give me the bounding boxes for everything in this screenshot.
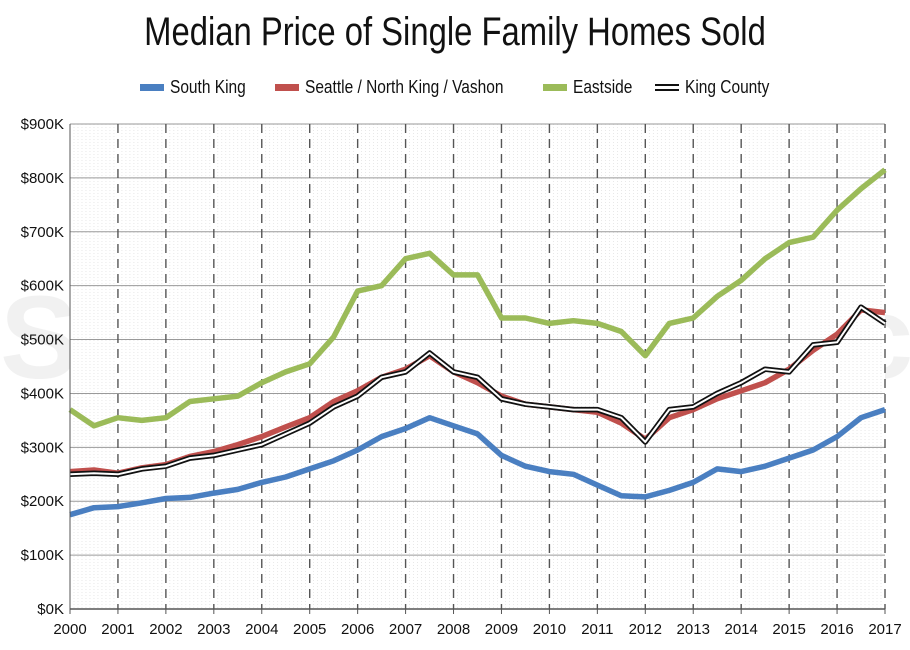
series-line-seattle-north-king-vashon: [69, 307, 886, 476]
legend-item-south-king: South King: [140, 72, 258, 102]
series-layer: [68, 167, 887, 518]
x-tick-label: 2013: [677, 621, 710, 638]
y-tick-label: $300K: [21, 439, 64, 456]
x-tick-label: 2010: [533, 621, 566, 638]
y-tick-label: $100K: [21, 547, 64, 564]
legend-item-seattle-north-king-vashon: Seattle / North King / Vashon: [275, 72, 536, 102]
legend: South King Seattle / North King / Vashon E…: [0, 72, 910, 102]
legend-swatch: [275, 83, 299, 91]
legend-label: South King: [170, 76, 246, 97]
legend-item-king-county: King County: [655, 72, 783, 102]
legend-swatch: [655, 83, 679, 91]
y-tick-label: $800K: [21, 170, 64, 187]
x-axis-ticks: 2000 2001 2002 2003 2004 2005 2006 2007 2008 2009…: [53, 609, 902, 638]
x-tick-label: 2017: [868, 621, 901, 638]
series-line-south-king: [69, 406, 886, 518]
x-tick-label: 2000: [53, 621, 86, 638]
chart-title: Median Price of Single Family Homes Sold: [144, 10, 766, 54]
x-tick-label: 2011: [581, 621, 613, 638]
legend-item-eastside: Eastside: [543, 72, 642, 102]
x-tick-label: 2008: [437, 621, 470, 638]
x-tick-label: 2005: [293, 621, 326, 638]
x-tick-label: 2007: [389, 621, 422, 638]
legend-label: Eastside: [573, 76, 633, 97]
y-tick-label: $0K: [37, 601, 64, 618]
x-tick-label: 2006: [341, 621, 374, 638]
major-gridlines: [70, 123, 886, 609]
x-tick-label: 2015: [772, 621, 805, 638]
x-tick-label: 2004: [245, 621, 278, 638]
series-line-eastside: [68, 167, 887, 429]
legend-swatch: [140, 83, 164, 91]
y-tick-label: $900K: [21, 116, 64, 133]
x-tick-label: 2009: [485, 621, 518, 638]
y-tick-label: $700K: [21, 224, 64, 241]
y-tick-label: $200K: [21, 493, 64, 510]
x-tick-label: 2001: [101, 621, 134, 638]
y-tick-label: $500K: [21, 332, 64, 349]
legend-label: King County: [685, 76, 770, 97]
y-tick-label: $600K: [21, 278, 64, 295]
x-tick-label: 2014: [724, 621, 757, 638]
legend-swatch: [543, 83, 567, 91]
y-axis-ticks: $0K $100K $200K $300K $400K $500K $600K $700K $8…: [21, 116, 64, 618]
x-tick-label: 2016: [820, 621, 853, 638]
legend-label: Seattle / North King / Vashon: [305, 76, 504, 97]
y-tick-label: $400K: [21, 385, 64, 402]
x-tick-label: 2002: [149, 621, 182, 638]
plot-area: [70, 124, 885, 609]
x-tick-label: 2012: [629, 621, 662, 638]
series-line-king-county-inner: [69, 306, 886, 476]
x-tick-label: 2003: [197, 621, 230, 638]
